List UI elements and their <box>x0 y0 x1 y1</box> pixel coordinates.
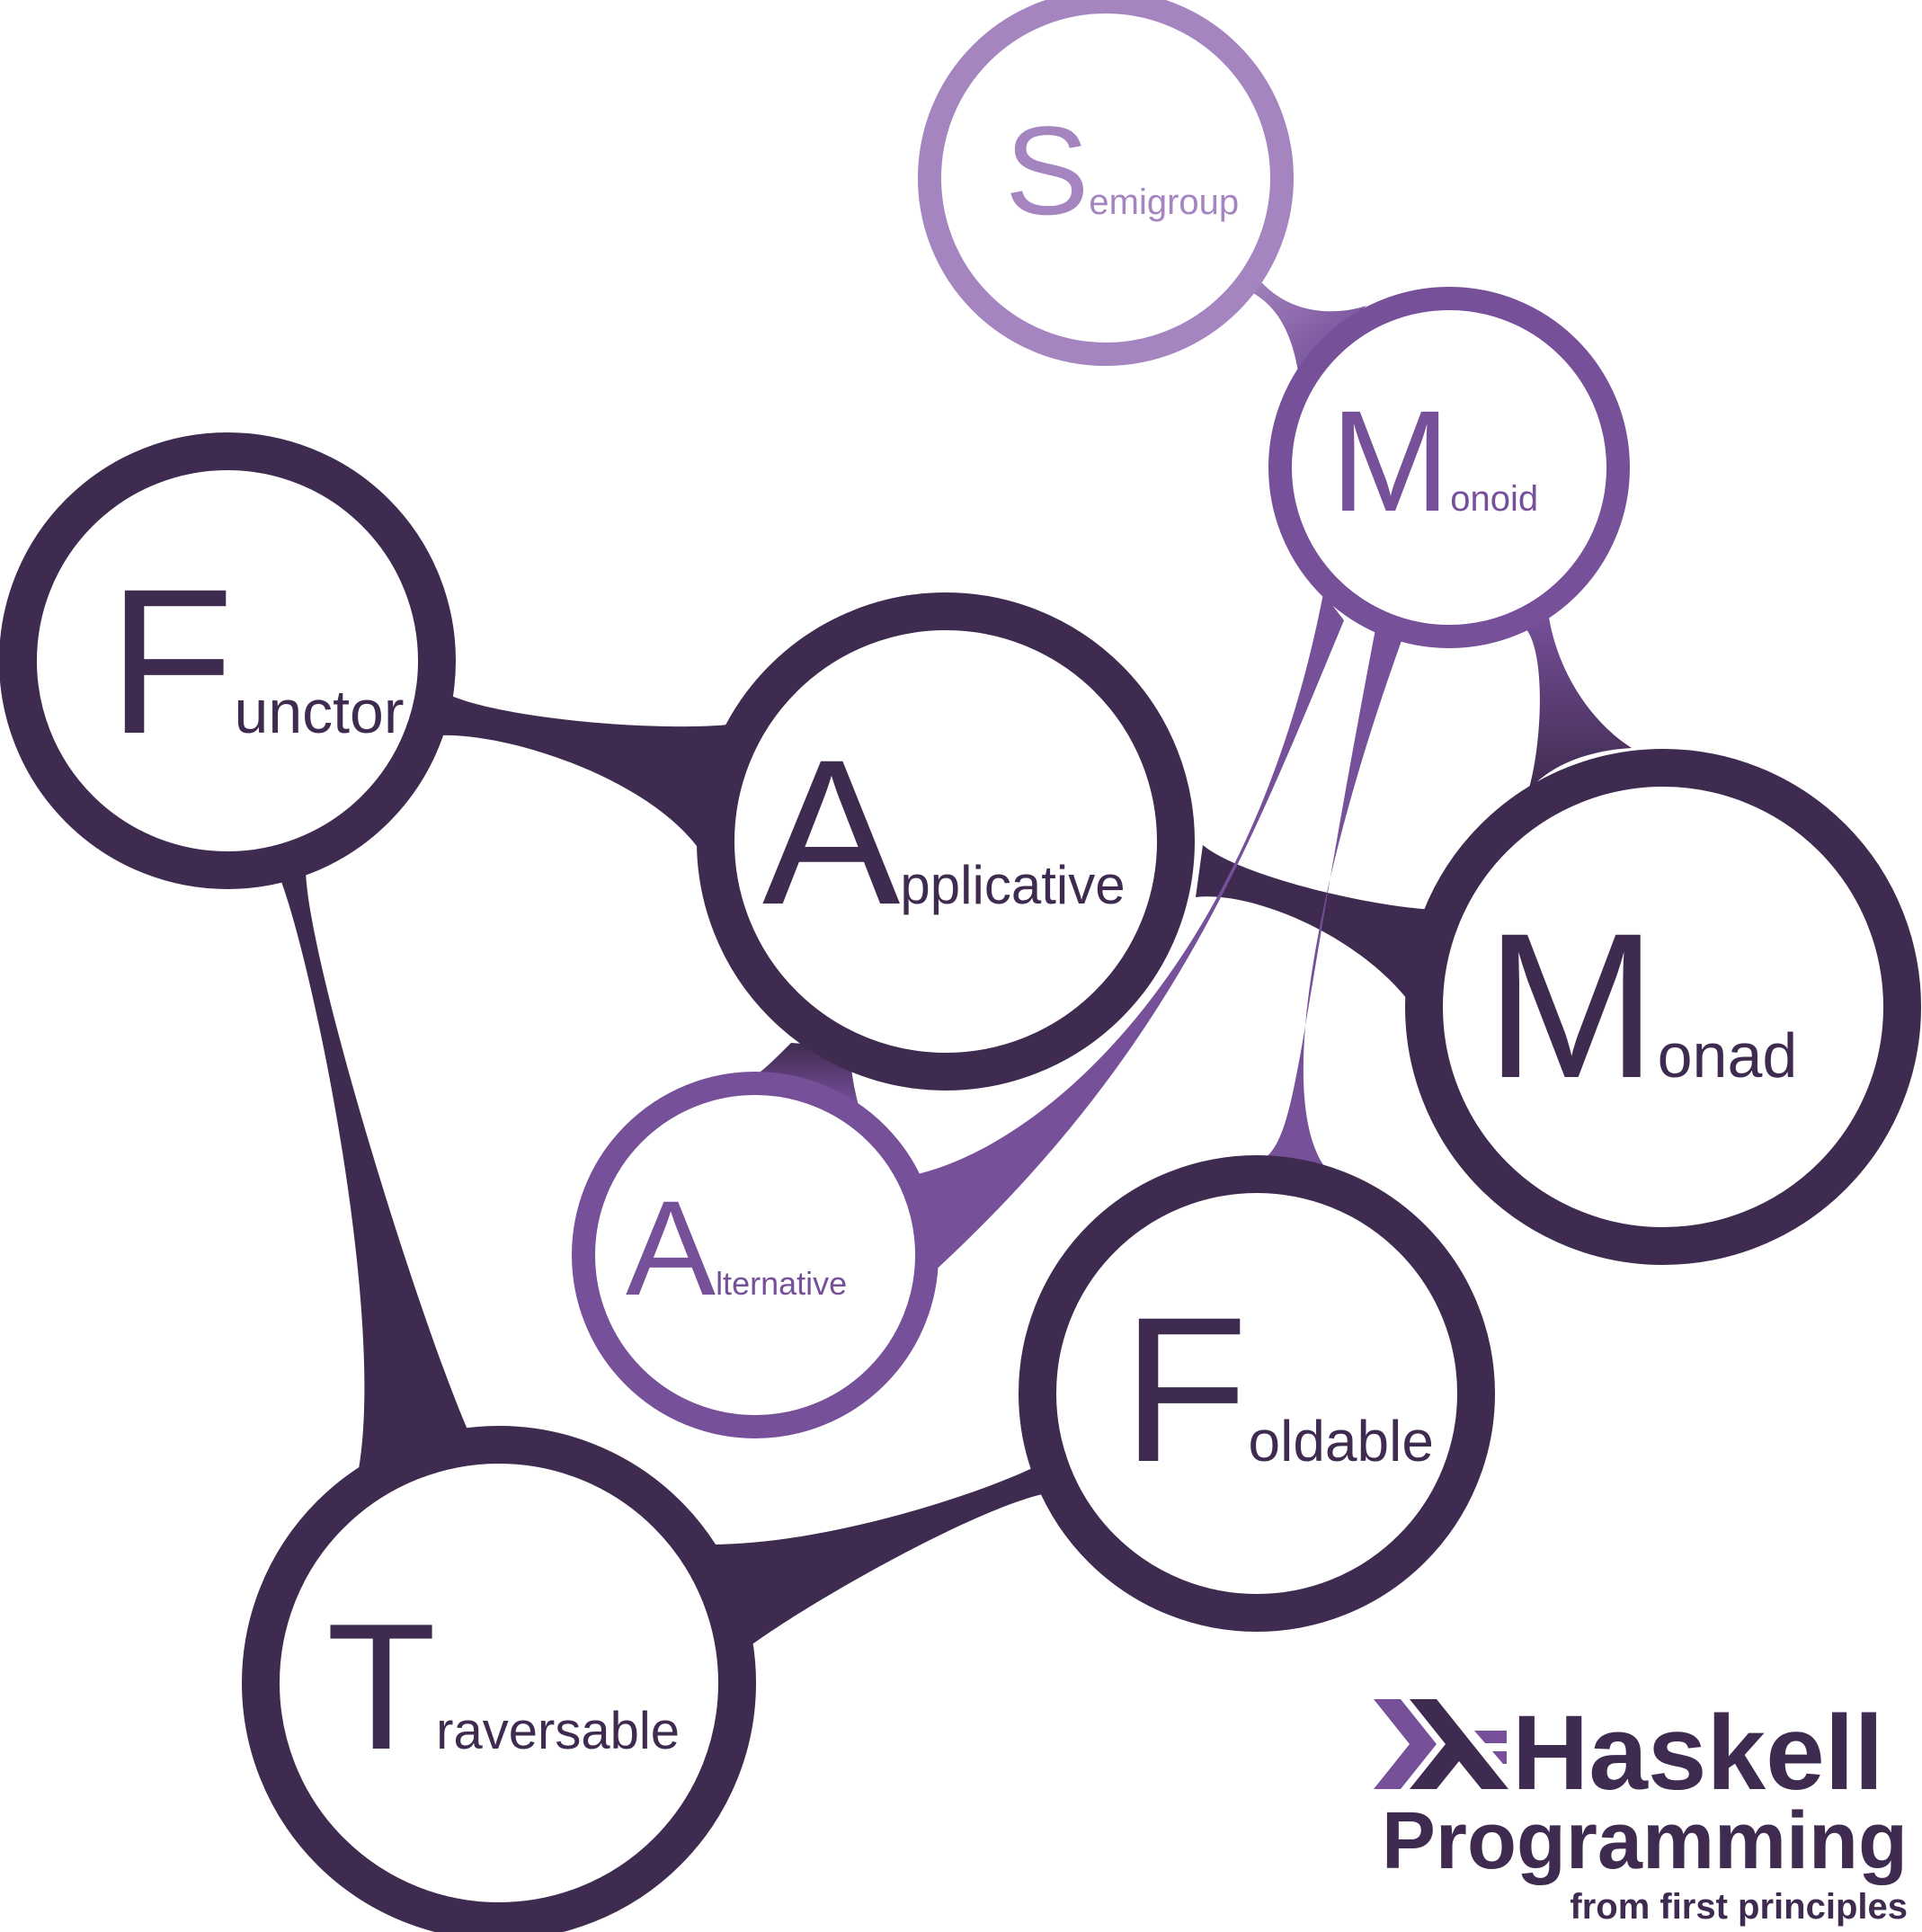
monad-circle <box>1405 749 1921 1265</box>
brand-subtitle: Programming <box>1382 1796 1908 1886</box>
svg-text:Semigroup: Semigroup <box>1005 100 1239 241</box>
functor-circle <box>0 432 456 889</box>
connector-traversable-foldable <box>703 1463 1052 1654</box>
monad-initial: M <box>1485 890 1658 1121</box>
traversable-circle <box>242 1426 756 1932</box>
applicative-initial: A <box>762 717 900 948</box>
traversable-initial: T <box>326 1587 436 1787</box>
svg-text:Foldable: Foldable <box>1122 1274 1434 1505</box>
svg-text:Monad: Monad <box>1485 890 1797 1121</box>
brand-tagline: from first principles <box>1570 1887 1908 1927</box>
semigroup-circle <box>918 0 1294 366</box>
monoid-label: onoid <box>1450 479 1538 519</box>
foldable-initial: F <box>1122 1274 1249 1505</box>
brand-logo: Haskell Programming from first principle… <box>1374 1694 1908 1927</box>
node-traversable: Traversable <box>242 1426 756 1932</box>
connectors <box>280 270 1632 1654</box>
semigroup-label: emigroup <box>1089 183 1239 222</box>
monad-label: onad <box>1658 1020 1798 1091</box>
node-semigroup: Semigroup <box>918 0 1294 366</box>
brand-title: Haskell <box>1512 1694 1883 1812</box>
foldable-circle <box>1019 1155 1495 1632</box>
node-foldable: Foldable <box>1019 1155 1495 1632</box>
applicative-label: pplicative <box>900 855 1125 915</box>
connector-applicative-monad <box>1196 845 1438 1018</box>
svg-text:Traversable: Traversable <box>326 1587 680 1787</box>
semigroup-initial: S <box>1005 100 1089 241</box>
connector-functor-traversable <box>280 868 467 1474</box>
haskell-logo-icon <box>1374 1699 1508 1789</box>
svg-text:Applicative: Applicative <box>762 717 1126 948</box>
node-monoid: Monoid <box>1268 287 1630 648</box>
svg-text:Monoid: Monoid <box>1330 380 1538 541</box>
connector-semigroup-monoid <box>1251 270 1366 378</box>
traversable-label: raversable <box>436 1702 680 1760</box>
connector-functor-applicative <box>440 695 741 850</box>
functor-label: unctor <box>235 678 405 746</box>
alternative-label: lternative <box>716 1265 847 1302</box>
functor-initial: F <box>108 546 235 777</box>
node-monad: Monad <box>1405 749 1921 1265</box>
monoid-circle <box>1268 287 1630 648</box>
node-functor: Functor <box>0 432 456 889</box>
foldable-label: oldable <box>1249 1409 1434 1473</box>
connector-monoid-monad <box>1526 611 1632 791</box>
connector-alternative-monoid <box>910 593 1344 1275</box>
svg-text:Alternative: Alternative <box>626 1172 847 1323</box>
node-alternative: Alternative <box>572 1072 939 1438</box>
alternative-initial: A <box>626 1172 716 1323</box>
node-applicative: Applicative <box>697 592 1195 1091</box>
applicative-circle <box>697 592 1195 1091</box>
monoid-initial: M <box>1330 380 1450 541</box>
alternative-circle <box>572 1072 939 1438</box>
svg-text:Functor: Functor <box>108 546 405 777</box>
